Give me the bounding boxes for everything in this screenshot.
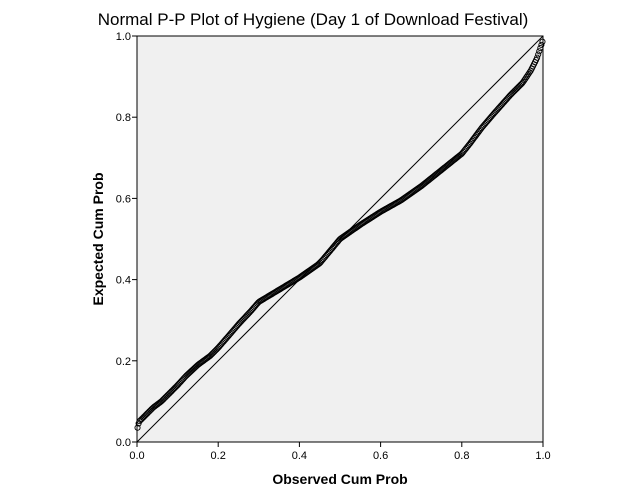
x-tick-label: 0.6 <box>373 450 388 462</box>
data-point <box>539 38 546 45</box>
y-axis-label: Expected Cum Prob <box>90 172 106 305</box>
x-axis-ticks: 0.0 0.2 0.4 0.6 0.8 1.0 <box>129 442 551 462</box>
data-point <box>536 48 543 55</box>
y-tick-label: 0.0 <box>116 437 131 449</box>
x-tick-label: 0.0 <box>129 450 144 462</box>
x-tick-label: 0.8 <box>454 450 469 462</box>
y-tick-label: 1.0 <box>116 31 131 43</box>
x-tick-label: 0.2 <box>211 450 226 462</box>
data-point <box>538 41 545 48</box>
data-point <box>134 424 141 431</box>
data-points <box>134 38 546 431</box>
data-point <box>534 54 541 61</box>
x-axis-label: Observed Cum Prob <box>272 471 407 487</box>
y-tick-label: 0.6 <box>116 193 131 205</box>
x-tick-label: 0.4 <box>292 450 307 462</box>
y-axis-ticks: 0.0 0.2 0.4 0.6 0.8 1.0 <box>116 31 137 449</box>
data-point <box>535 51 542 58</box>
y-tick-label: 0.8 <box>116 112 131 124</box>
chart-title: Normal P-P Plot of Hygiene (Day 1 of Dow… <box>97 10 529 29</box>
x-tick-label: 1.0 <box>535 450 550 462</box>
data-point <box>537 45 544 52</box>
y-tick-label: 0.2 <box>116 356 131 368</box>
y-tick-label: 0.4 <box>116 275 131 287</box>
